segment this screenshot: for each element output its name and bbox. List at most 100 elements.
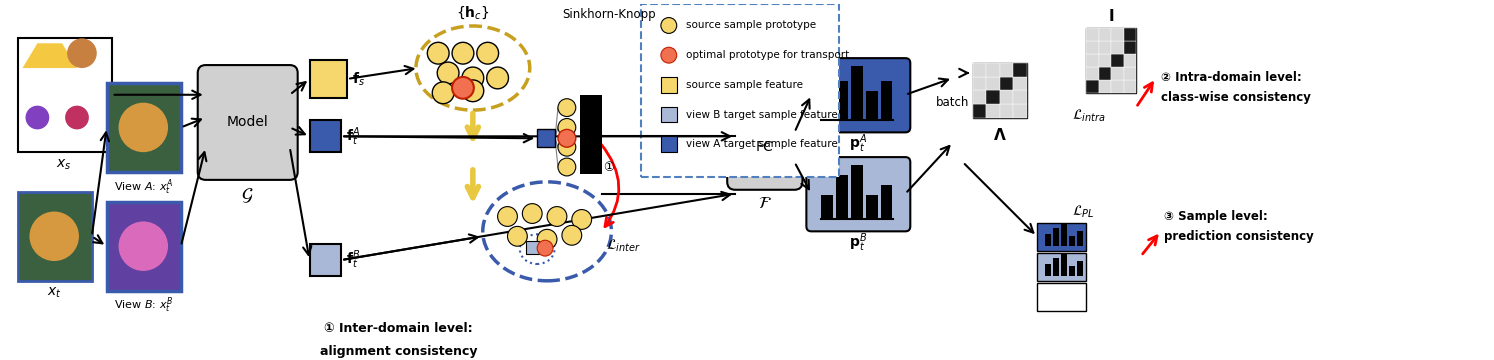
Ellipse shape	[415, 26, 530, 110]
Bar	[1077, 261, 1083, 276]
Bar	[1086, 67, 1098, 80]
Bar	[1013, 90, 1026, 104]
Text: $\mathbf{f}_t^B$: $\mathbf{f}_t^B$	[347, 249, 360, 271]
Bar	[1061, 224, 1067, 246]
Text: view B target sample feature: view B target sample feature	[686, 109, 838, 120]
FancyBboxPatch shape	[1037, 283, 1086, 311]
Bar	[837, 175, 849, 220]
Bar	[880, 81, 892, 121]
Circle shape	[25, 105, 49, 129]
FancyBboxPatch shape	[1037, 224, 1086, 251]
Bar	[973, 63, 986, 77]
Bar	[1112, 54, 1123, 67]
FancyBboxPatch shape	[106, 202, 181, 291]
Bar	[1098, 41, 1112, 54]
Bar	[1098, 80, 1112, 93]
Circle shape	[547, 207, 566, 226]
FancyBboxPatch shape	[1086, 28, 1135, 93]
FancyBboxPatch shape	[1037, 253, 1086, 281]
Text: $\mathcal{L}_{intra}$: $\mathcal{L}_{intra}$	[1071, 108, 1106, 124]
Text: prediction consistency: prediction consistency	[1164, 230, 1313, 243]
FancyBboxPatch shape	[18, 39, 112, 152]
Bar	[1086, 28, 1098, 41]
FancyBboxPatch shape	[309, 60, 347, 98]
Bar	[1013, 77, 1026, 90]
Bar	[1044, 234, 1050, 246]
Circle shape	[462, 67, 484, 89]
Bar	[1112, 80, 1123, 93]
Bar	[837, 81, 849, 121]
FancyBboxPatch shape	[580, 132, 602, 162]
Bar	[999, 104, 1013, 117]
Bar	[852, 66, 864, 121]
Bar	[1112, 67, 1123, 80]
Text: $x_t$: $x_t$	[46, 286, 61, 300]
FancyBboxPatch shape	[660, 77, 677, 93]
Ellipse shape	[483, 182, 611, 281]
Text: batch: batch	[937, 96, 970, 109]
Bar	[1098, 67, 1112, 80]
Bar	[986, 104, 999, 117]
Circle shape	[498, 207, 517, 226]
Text: optimal prototype for transport: optimal prototype for transport	[686, 50, 849, 60]
Text: $\mathcal{F}$: $\mathcal{F}$	[757, 194, 772, 212]
Bar	[880, 185, 892, 220]
Text: class-wise consistency: class-wise consistency	[1161, 91, 1310, 104]
Bar	[1013, 63, 1026, 77]
Circle shape	[557, 118, 575, 136]
FancyBboxPatch shape	[807, 157, 910, 231]
Bar	[1053, 228, 1059, 246]
FancyBboxPatch shape	[106, 83, 181, 172]
FancyBboxPatch shape	[580, 159, 602, 175]
Text: ② Intra-domain level:: ② Intra-domain level:	[1161, 71, 1301, 85]
Circle shape	[438, 62, 459, 84]
Circle shape	[432, 82, 454, 104]
Circle shape	[453, 42, 474, 64]
Circle shape	[67, 39, 97, 68]
Circle shape	[557, 158, 575, 176]
Bar	[973, 77, 986, 90]
Text: ③ Sample level:: ③ Sample level:	[1164, 210, 1267, 223]
Text: View $A$: $x_t^A$: View $A$: $x_t^A$	[114, 177, 173, 197]
Bar	[1123, 80, 1135, 93]
Bar	[1086, 80, 1098, 93]
Bar	[1044, 264, 1050, 276]
Text: source sample feature: source sample feature	[686, 80, 802, 90]
FancyBboxPatch shape	[728, 105, 802, 190]
Bar	[973, 90, 986, 104]
Circle shape	[660, 18, 677, 33]
Bar	[822, 91, 834, 121]
Text: source sample prototype: source sample prototype	[686, 21, 816, 31]
Text: $\{\mathbf{h}_c\}$: $\{\mathbf{h}_c\}$	[456, 4, 490, 21]
Bar	[1068, 236, 1074, 246]
Text: view A target sample feature: view A target sample feature	[686, 139, 838, 149]
Bar	[1098, 54, 1112, 67]
Text: FC: FC	[756, 140, 774, 154]
Circle shape	[462, 80, 484, 102]
Text: $\mathcal{L}_{inter}$: $\mathcal{L}_{inter}$	[607, 238, 641, 255]
Bar	[1061, 254, 1067, 276]
Circle shape	[508, 226, 527, 246]
Polygon shape	[22, 43, 78, 68]
Circle shape	[538, 240, 553, 256]
FancyBboxPatch shape	[309, 121, 341, 152]
FancyBboxPatch shape	[18, 192, 91, 281]
Bar	[999, 63, 1013, 77]
Circle shape	[118, 103, 167, 152]
Circle shape	[453, 77, 474, 99]
Circle shape	[557, 138, 575, 156]
Circle shape	[538, 229, 557, 249]
Bar	[999, 77, 1013, 90]
Circle shape	[487, 67, 508, 89]
Text: Sinkhorn-Knopp: Sinkhorn-Knopp	[562, 8, 656, 21]
Text: $\mathcal{G}$: $\mathcal{G}$	[241, 187, 254, 205]
FancyBboxPatch shape	[660, 136, 677, 152]
Bar	[1053, 258, 1059, 276]
FancyBboxPatch shape	[660, 107, 677, 122]
Circle shape	[557, 99, 575, 117]
Text: Model: Model	[226, 116, 267, 130]
FancyBboxPatch shape	[641, 4, 840, 177]
Circle shape	[562, 225, 581, 245]
FancyBboxPatch shape	[580, 95, 602, 120]
Bar	[1077, 231, 1083, 246]
